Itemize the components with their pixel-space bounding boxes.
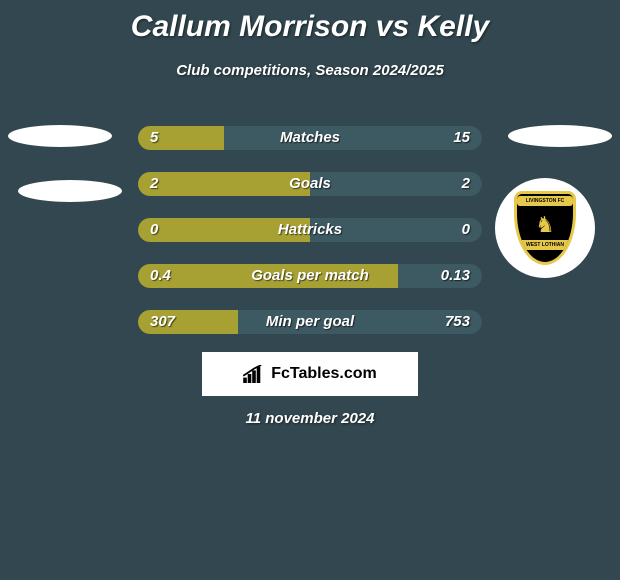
stat-row: 0 0 Hattricks [138, 218, 482, 242]
stat-value-left: 0.4 [150, 264, 171, 288]
page-title: Callum Morrison vs Kelly [0, 0, 620, 44]
stat-value-right: 15 [453, 126, 470, 150]
club-crest: LIVINGSTON FC ♞ WEST LOTHIAN [495, 178, 595, 278]
stat-label: Min per goal [266, 310, 354, 334]
crest-lion-icon: ♞ [535, 212, 555, 238]
crest-bottom-text: WEST LOTHIAN [517, 240, 573, 250]
stat-label: Hattricks [278, 218, 342, 242]
stat-value-right: 0 [462, 218, 470, 242]
stat-label: Goals [289, 172, 331, 196]
stat-value-right: 753 [445, 310, 470, 334]
brand-box[interactable]: FcTables.com [202, 352, 418, 396]
stat-label: Matches [280, 126, 340, 150]
date-text: 11 november 2024 [0, 410, 620, 427]
stat-value-right: 0.13 [441, 264, 470, 288]
stat-bar-right [310, 172, 482, 196]
brand-text: FcTables.com [271, 365, 377, 383]
stat-row: 307 753 Min per goal [138, 310, 482, 334]
club-crest-shield: LIVINGSTON FC ♞ WEST LOTHIAN [514, 191, 576, 265]
stat-value-left: 307 [150, 310, 175, 334]
page-subtitle: Club competitions, Season 2024/2025 [0, 62, 620, 79]
stat-row: 0.4 0.13 Goals per match [138, 264, 482, 288]
stat-value-left: 5 [150, 126, 158, 150]
stat-bars-container: 5 15 Matches 2 2 Goals 0 0 Hattricks 0.4 0.13 Goals… [138, 126, 482, 356]
brand-chart-icon [243, 365, 265, 383]
player-left-avatar-placeholder-1 [8, 125, 112, 147]
stat-row: 5 15 Matches [138, 126, 482, 150]
stat-bar-right [224, 126, 482, 150]
player-right-avatar-placeholder [508, 125, 612, 147]
stat-value-left: 2 [150, 172, 158, 196]
stat-bar-left [138, 172, 310, 196]
stat-label: Goals per match [251, 264, 369, 288]
player-left-avatar-placeholder-2 [18, 180, 122, 202]
crest-top-text: LIVINGSTON FC [517, 196, 573, 206]
stat-value-left: 0 [150, 218, 158, 242]
stat-row: 2 2 Goals [138, 172, 482, 196]
stat-value-right: 2 [462, 172, 470, 196]
